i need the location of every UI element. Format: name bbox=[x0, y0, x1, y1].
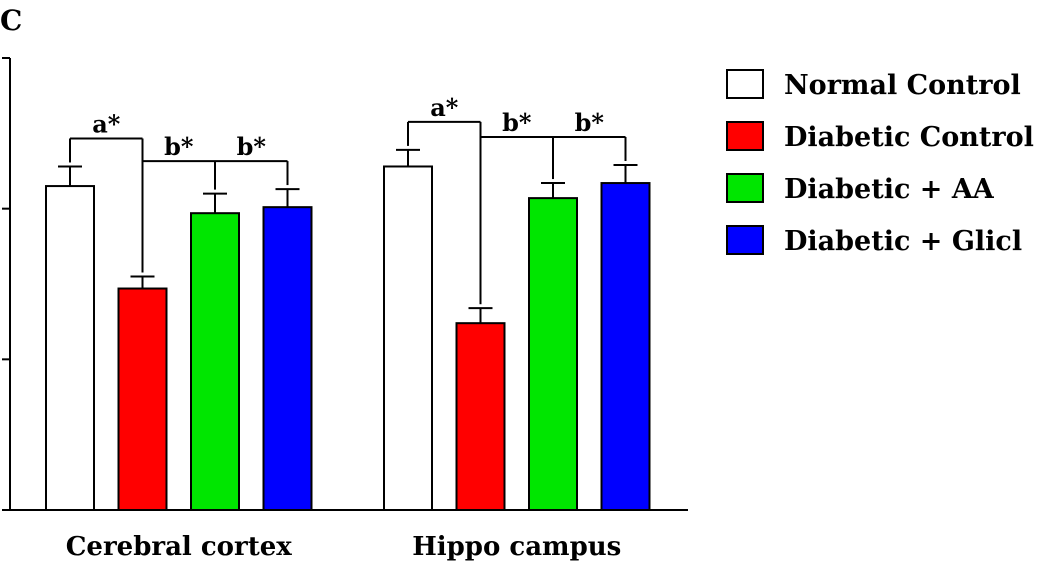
bar bbox=[190, 212, 240, 511]
category-label: Hippo campus bbox=[412, 532, 621, 562]
legend: Normal Control Diabetic Control Diabetic +… bbox=[726, 69, 1034, 257]
legend-label: Diabetic Control bbox=[784, 122, 1034, 153]
bar bbox=[45, 185, 95, 511]
legend-swatch bbox=[726, 69, 764, 99]
significance-brackets: a* b* b* a* b* b* bbox=[69, 93, 627, 305]
category-label: Cerebral cortex bbox=[66, 532, 293, 562]
legend-label: Diabetic + AA bbox=[784, 174, 995, 205]
significance-label: a* bbox=[430, 93, 459, 122]
significance-label: b* bbox=[575, 108, 605, 137]
bar bbox=[528, 197, 578, 511]
bars bbox=[45, 165, 651, 511]
significance-label: b* bbox=[502, 108, 532, 137]
panel-label: C bbox=[0, 4, 22, 37]
bar bbox=[455, 322, 506, 511]
legend-swatch bbox=[726, 121, 764, 151]
legend-label: Normal Control bbox=[784, 70, 1021, 101]
significance-label: b* bbox=[164, 132, 194, 161]
error-bars bbox=[58, 148, 638, 324]
bar bbox=[600, 182, 651, 511]
significance-label: b* bbox=[237, 132, 267, 161]
bar bbox=[262, 206, 313, 511]
legend-swatch bbox=[726, 225, 764, 255]
significance-label: a* bbox=[92, 109, 121, 138]
legend-swatch bbox=[726, 173, 764, 203]
bar bbox=[117, 287, 168, 511]
y-ticks bbox=[2, 57, 10, 511]
legend-label: Diabetic + Glicl bbox=[784, 226, 1022, 257]
category-labels: Cerebral cortex Hippo campus bbox=[66, 532, 622, 562]
bar bbox=[383, 165, 433, 511]
